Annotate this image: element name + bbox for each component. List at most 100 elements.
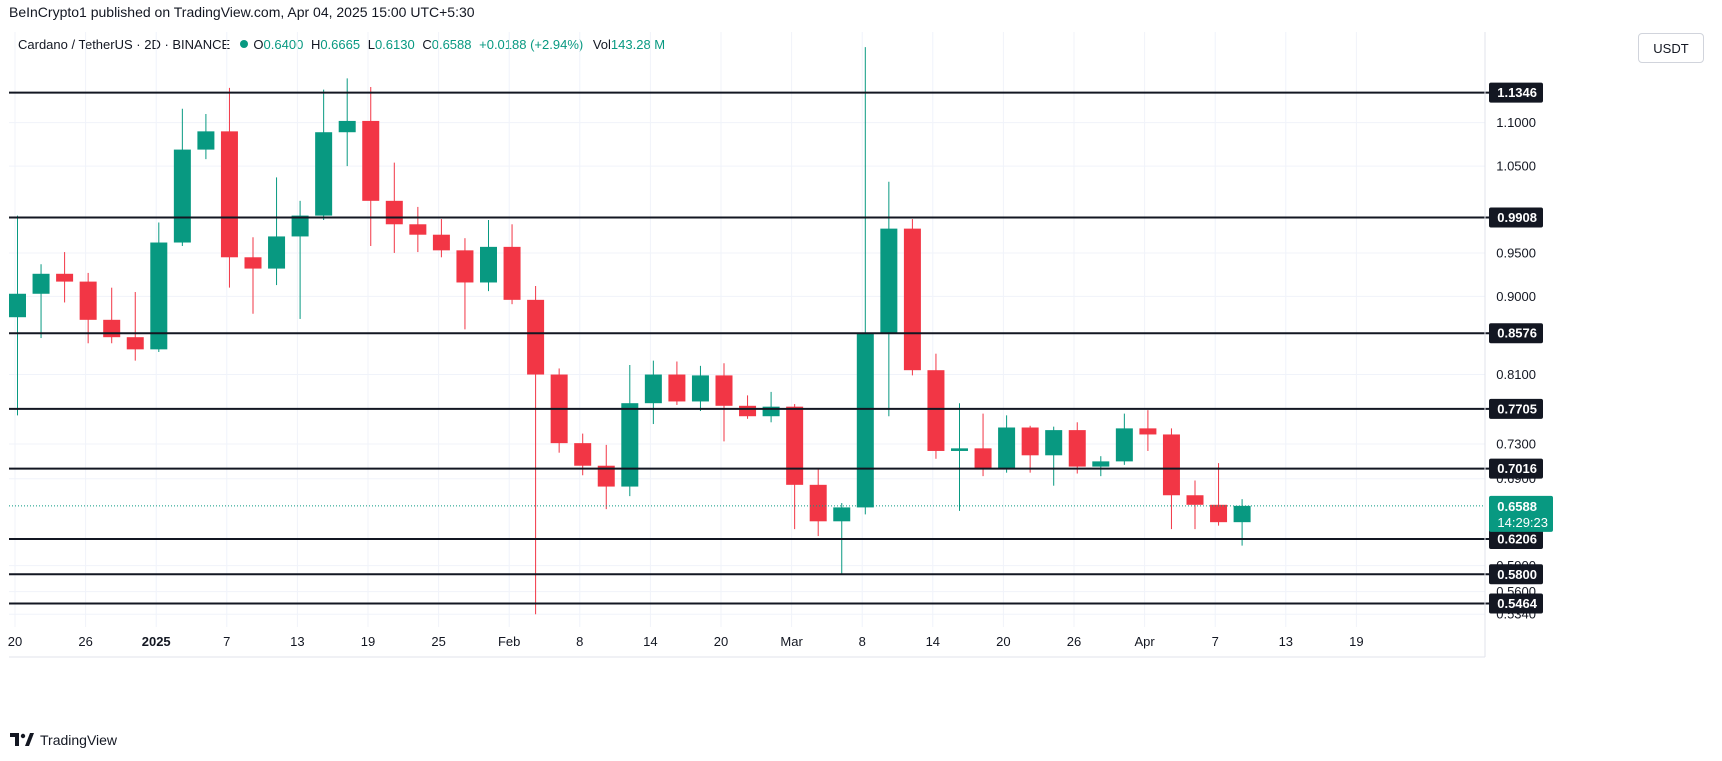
- chart-grid: [9, 32, 1485, 627]
- candle-body: [1068, 430, 1086, 467]
- level-label-box: [1489, 564, 1543, 585]
- x-tick-label: 8: [576, 634, 583, 649]
- x-tick-label: 20: [996, 634, 1010, 649]
- x-tick-label: Apr: [1134, 634, 1155, 649]
- y-tick-label: 0.8100: [1496, 367, 1536, 382]
- low-value: 0.6130: [374, 37, 415, 52]
- candle-body: [1045, 430, 1063, 456]
- candle-body: [974, 448, 992, 470]
- candle-body: [762, 406, 780, 417]
- symbol-name[interactable]: Cardano / TetherUS · 2D · BINANCE: [18, 37, 231, 52]
- publisher-caption: BeInCrypto1 published on TradingView.com…: [9, 4, 475, 20]
- candle-countdown-label: 14:29:23: [1497, 515, 1548, 530]
- candle-body: [362, 120, 380, 201]
- x-tick-label: 13: [1279, 634, 1293, 649]
- open-value: 0.6400: [263, 37, 304, 52]
- x-tick-label: Mar: [780, 634, 803, 649]
- candle-body: [951, 448, 968, 451]
- candle-body: [1115, 428, 1133, 462]
- candle-body: [644, 374, 662, 404]
- close-value: 0.6588: [431, 37, 472, 52]
- level-label: 0.6206: [1497, 532, 1537, 547]
- candle-body: [150, 242, 168, 350]
- level-label: 0.8576: [1497, 326, 1537, 341]
- close-label: C: [422, 37, 432, 52]
- y-tick-label: 0.5900: [1496, 558, 1536, 573]
- symbol-legend: Cardano / TetherUS · 2D · BINANCE O0.640…: [18, 37, 665, 52]
- high-value: 0.6665: [320, 37, 361, 52]
- candle-body: [338, 120, 356, 133]
- candle-body: [903, 228, 921, 371]
- y-tick-label: 0.7300: [1496, 437, 1536, 452]
- y-tick-label: 0.6900: [1496, 471, 1536, 486]
- candle-body: [220, 131, 238, 258]
- candle-body: [79, 281, 97, 320]
- price-axis: 1.1000 1.0500 0.9500 0.9000 0.8100 0.7300 0.69…: [1484, 32, 1536, 657]
- low-label: L: [367, 37, 375, 52]
- x-tick-label: 20: [714, 634, 728, 649]
- candle-body: [1139, 428, 1157, 435]
- candle-body: [715, 375, 733, 406]
- candle-body: [103, 319, 121, 338]
- volume-label: Vol: [592, 37, 611, 52]
- candle-body: [1233, 505, 1251, 523]
- current-price-label: 0.6588: [1497, 499, 1537, 514]
- candle-body: [691, 375, 709, 402]
- candle-body: [597, 465, 615, 487]
- tradingview-logo-icon: [10, 733, 34, 746]
- candle-body: [927, 370, 945, 451]
- candle-body: [56, 273, 74, 282]
- y-tick-label: 0.5600: [1496, 584, 1536, 599]
- level-label-box: [1489, 323, 1543, 344]
- candle-body: [244, 257, 262, 269]
- candle-body: [315, 132, 333, 216]
- candle-body: [9, 293, 26, 318]
- x-tick-label: 7: [223, 634, 230, 649]
- x-tick-label: 14: [926, 634, 940, 649]
- level-label: 0.9908: [1497, 210, 1537, 225]
- time-axis: 20 26 2025 7 13 19 25 Feb 8 14 20 Mar 8 14 20 26 Apr 7 13 1…: [8, 634, 1485, 658]
- candle-body: [197, 131, 215, 150]
- currency-button[interactable]: USDT: [1638, 33, 1704, 63]
- candle-body: [291, 215, 309, 237]
- candle-body: [1186, 495, 1204, 505]
- level-label-box: [1489, 458, 1543, 479]
- x-tick-label: Feb: [498, 634, 520, 649]
- candle-body: [668, 374, 686, 402]
- x-tick-label: 26: [78, 634, 92, 649]
- level-label-box: [1489, 82, 1543, 103]
- change-value: +0.0188 (+2.94%): [479, 37, 584, 52]
- level-label-box: [1489, 207, 1543, 228]
- level-label: 0.5800: [1497, 567, 1537, 582]
- candle-body: [1210, 504, 1228, 523]
- support-resistance-levels: 1.1346 0.9908 0.8576 0.7705 0.7016 0.6206 0.58…: [9, 82, 1553, 614]
- y-tick-label: 0.5340: [1496, 607, 1536, 622]
- high-label: H: [310, 37, 321, 52]
- candle-body: [1021, 427, 1039, 456]
- candle-body: [173, 149, 191, 243]
- candle-body: [126, 337, 144, 350]
- footer-brand-label: TradingView: [40, 732, 118, 748]
- y-tick-label: 1.0500: [1496, 159, 1536, 174]
- candle-body: [833, 507, 851, 522]
- open-label: O: [253, 37, 264, 52]
- candle-body: [385, 200, 403, 225]
- candle-body: [809, 484, 827, 522]
- y-tick-label: 0.9500: [1496, 245, 1536, 260]
- candle-body: [432, 234, 450, 251]
- candle-body: [786, 406, 804, 485]
- candle-body: [998, 427, 1016, 470]
- candle-body: [32, 273, 50, 294]
- candle-body: [1092, 461, 1110, 467]
- x-tick-label: 19: [1349, 634, 1363, 649]
- x-tick-label: 20: [8, 634, 22, 649]
- candle-body: [739, 405, 757, 417]
- level-label-box: [1489, 398, 1543, 419]
- level-label: 0.5464: [1497, 596, 1538, 611]
- candle-body: [480, 246, 497, 283]
- x-tick-label: 26: [1067, 634, 1081, 649]
- level-label: 1.1346: [1497, 85, 1537, 100]
- candle-body: [456, 250, 474, 283]
- candle-body: [880, 228, 898, 334]
